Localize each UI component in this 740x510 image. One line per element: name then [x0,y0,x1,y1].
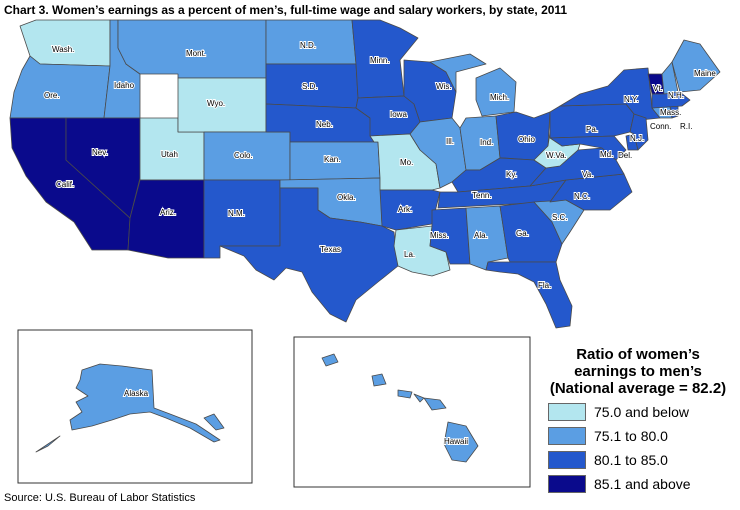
label-miss: Miss. [430,231,449,240]
label-ny: N.Y. [624,95,639,104]
label-okla: Okla. [337,193,356,202]
label-utah: Utah [161,150,178,159]
label-va: Va. [582,170,593,179]
label-wva: W.Va. [546,151,567,160]
label-minn: Minn. [370,56,390,65]
label-md: Md. [600,150,613,159]
state-nj[interactable] [629,113,649,151]
label-ky: Ky. [506,170,517,179]
state-ore[interactable] [9,55,111,119]
label-la: La. [404,250,415,259]
legend-title: Ratio of women’s earnings to men’s (Nati… [540,346,736,397]
state-minn[interactable] [351,19,419,99]
legend-swatch-4 [548,475,586,493]
label-mass: Mass. [660,108,681,117]
label-hawaii: Hawaii [444,437,468,446]
label-calif: Calif. [56,180,74,189]
state-hawaii[interactable] [321,353,479,463]
label-mo: Mo. [400,158,413,167]
legend-swatch-1 [548,403,586,421]
legend-label-3: 80.1 to 85.0 [594,452,668,468]
label-conn: Conn. [650,122,671,131]
label-maine: Maine [694,69,716,78]
label-ark: Ark. [398,205,412,214]
label-tenn: Tenn. [472,191,492,200]
legend-title-line2: earnings to men’s [574,363,702,380]
label-alaska: Alaska [124,389,149,398]
legend-swatch-2 [548,427,586,445]
label-wyo: Wyo. [207,99,225,108]
legend-item-1: 75.0 and below [548,403,736,421]
label-fla: Fla. [538,281,551,290]
label-kan: Kan. [324,155,340,164]
legend-item-2: 75.1 to 80.0 [548,427,736,445]
source-note: Source: U.S. Bureau of Labor Statistics [4,492,196,504]
label-del: Del. [618,151,632,160]
label-ore: Ore. [44,91,60,100]
label-nm: N.M. [228,209,245,218]
label-nj: N.J. [630,134,644,143]
legend: Ratio of women’s earnings to men’s (Nati… [540,346,736,493]
state-ariz[interactable] [127,179,205,259]
label-nev: Nev. [92,148,108,157]
label-idaho: Idaho [114,81,135,90]
state-md[interactable] [549,135,627,161]
label-mont: Mont. [186,49,206,58]
legend-label-2: 75.1 to 80.0 [594,428,668,444]
legend-title-line3: (National average = 82.2) [549,380,727,397]
state-ill[interactable] [409,117,467,189]
label-neb: Neb. [316,120,333,129]
label-nc: N.C. [574,192,590,201]
legend-label-4: 85.1 and above [594,476,691,492]
state-nh[interactable] [661,61,679,95]
legend-item-3: 80.1 to 85.0 [548,451,736,469]
label-ill: Ill. [446,137,454,146]
label-nd: N.D. [300,41,316,50]
label-texas: Texas [320,245,341,254]
label-ri: R.I. [680,122,692,131]
label-wis: Wis. [436,82,452,91]
label-wash: Wash. [52,45,74,54]
label-ga: Ga. [516,229,529,238]
label-sc: S.C. [552,213,568,222]
label-vt: Vt. [653,84,663,93]
label-ala: Ala. [474,231,488,240]
label-nh: N.H. [668,91,684,100]
state-texas[interactable] [219,187,399,323]
legend-label-1: 75.0 and below [594,404,689,420]
label-ariz: Ariz. [160,208,176,217]
label-sd: S.D. [302,82,318,91]
state-maine[interactable] [671,39,721,93]
label-ind: Ind. [480,138,493,147]
chart-title: Chart 3. Women’s earnings as a percent o… [4,3,568,17]
legend-item-4: 85.1 and above [548,475,736,493]
state-alaska[interactable] [35,363,225,453]
label-pa: Pa. [586,125,598,134]
label-colo: Colo. [234,151,253,160]
label-mich: Mich. [490,93,509,102]
state-fla[interactable] [485,261,573,329]
legend-title-line1: Ratio of women’s [576,346,700,363]
label-ohio: Ohio [518,135,535,144]
legend-swatch-3 [548,451,586,469]
label-iowa: Iowa [390,110,407,119]
